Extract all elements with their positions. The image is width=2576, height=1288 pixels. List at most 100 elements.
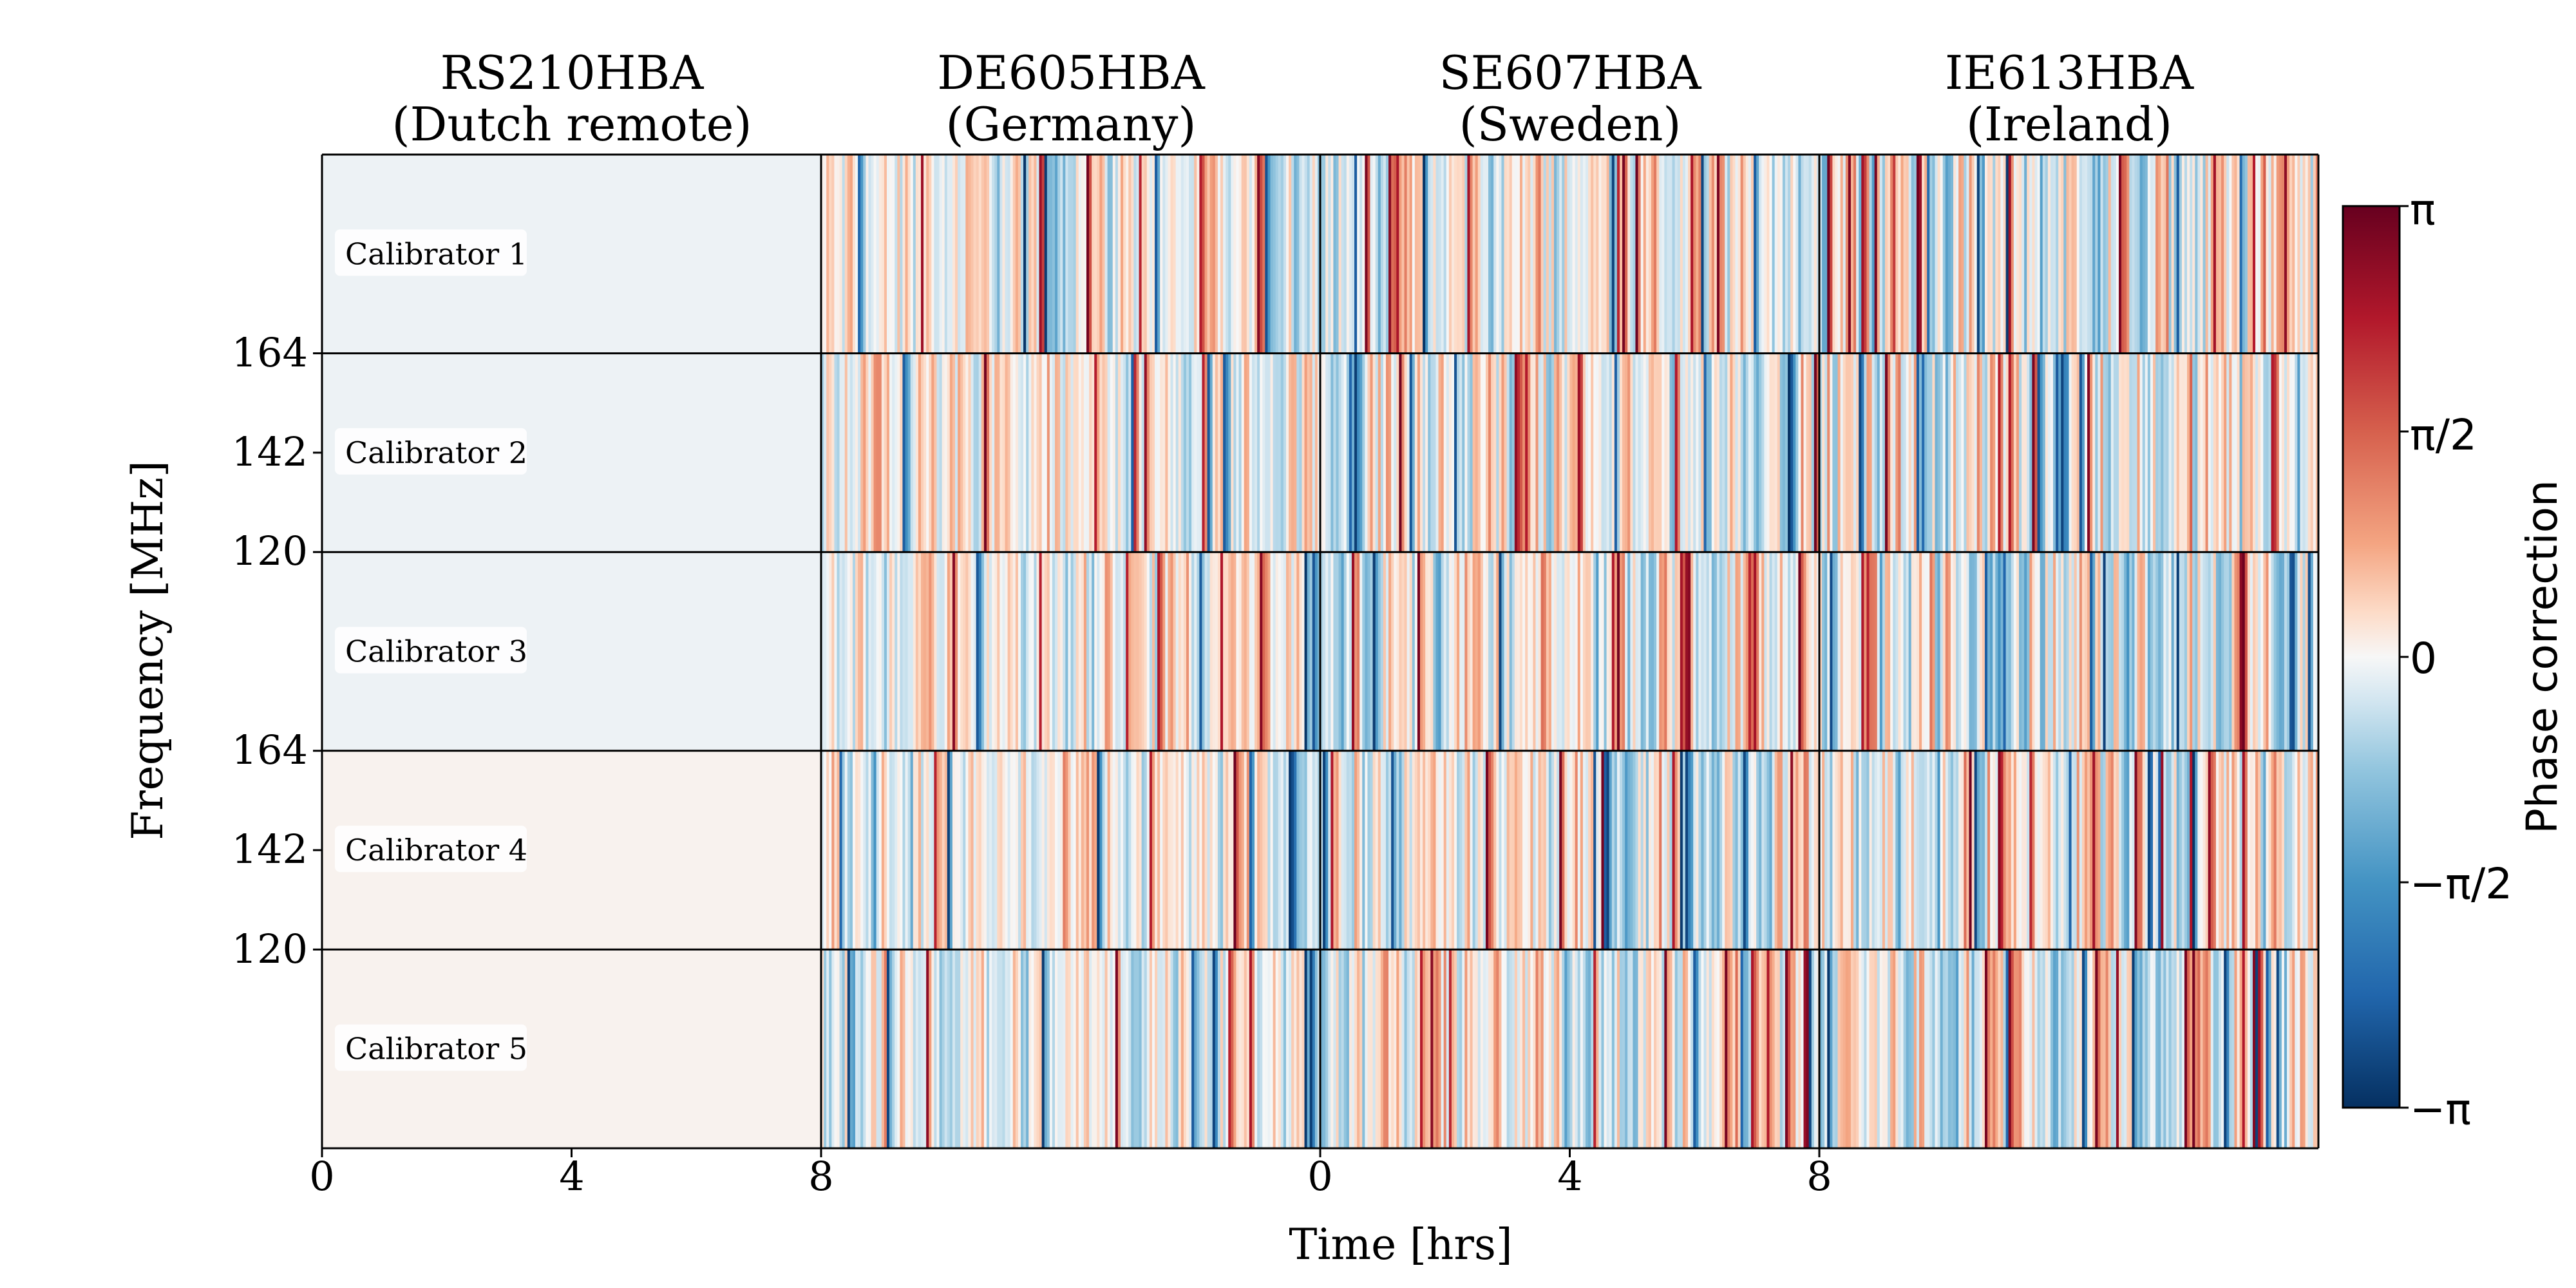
phase-stripe <box>1438 353 1442 553</box>
phase-stripe <box>1496 949 1499 1148</box>
phase-stripe <box>1457 552 1460 751</box>
phase-stripe <box>2000 155 2004 354</box>
phase-stripe <box>986 949 990 1148</box>
phase-stripe <box>1645 949 1649 1148</box>
phase-stripe <box>2179 949 2183 1148</box>
phase-stripe <box>1226 949 1229 1148</box>
phase-stripe <box>1680 949 1683 1148</box>
phase-stripe <box>1057 353 1061 553</box>
phase-stripe <box>1958 949 1962 1148</box>
phase-stripe <box>829 353 832 553</box>
phase-stripe <box>952 750 956 950</box>
phase-stripe <box>2315 949 2319 1148</box>
phase-stripe <box>1139 750 1142 950</box>
colorbar-tick-zero: 0 <box>2410 634 2437 683</box>
phase-stripe <box>824 552 827 751</box>
phase-stripe <box>1993 552 1996 751</box>
phase-stripe <box>1285 750 1289 950</box>
phase-stripe <box>918 353 922 553</box>
phase-stripe <box>1412 552 1416 751</box>
phase-stripe <box>1950 949 1954 1148</box>
phase-stripe <box>1853 750 1857 950</box>
phase-stripe <box>2244 750 2248 950</box>
phase-stripe <box>1662 155 1665 354</box>
phase-stripe <box>1414 750 1418 950</box>
phase-stripe <box>1903 353 1907 553</box>
phase-stripe <box>2300 750 2304 950</box>
phase-stripe <box>2153 949 2156 1148</box>
phase-stripe <box>1406 155 1410 354</box>
phase-stripe <box>2019 552 2022 751</box>
phase-stripe <box>1026 155 1029 354</box>
phase-stripe <box>2047 750 2051 950</box>
phase-stripe <box>971 353 974 553</box>
phase-stripe <box>1007 949 1011 1148</box>
phase-stripe <box>2019 155 2022 354</box>
phase-stripe <box>1260 353 1263 553</box>
phase-stripe <box>2027 552 2030 751</box>
phase-stripe <box>1133 750 1137 950</box>
phase-stripe <box>1772 353 1776 553</box>
phase-stripe <box>1002 552 1006 751</box>
phase-stripe <box>1215 155 1218 354</box>
phase-stripe <box>1331 750 1334 950</box>
phase-stripe <box>1645 155 1649 354</box>
phase-stripe <box>1969 750 1973 950</box>
phase-stripe <box>1231 949 1234 1148</box>
phase-stripe <box>1438 949 1442 1148</box>
phase-stripe <box>1953 155 1956 354</box>
phase-stripe <box>1173 155 1177 354</box>
phase-stripe <box>1044 750 1048 950</box>
panel-cal5-de605hba <box>821 949 1321 1148</box>
phase-stripe <box>1357 750 1360 950</box>
phase-stripe <box>2145 353 2148 553</box>
phase-stripe <box>1034 353 1037 553</box>
phase-stripe <box>968 552 972 751</box>
phase-stripe <box>1244 353 1247 553</box>
phase-stripe <box>1412 750 1416 950</box>
phase-stripe <box>2121 353 2125 553</box>
phase-stripe <box>1309 552 1313 751</box>
phase-stripe <box>1375 552 1379 751</box>
phase-stripe <box>1627 750 1631 950</box>
phase-stripe <box>1396 750 1399 950</box>
phase-stripe <box>1086 552 1090 751</box>
phase-stripe <box>1509 552 1513 751</box>
phase-stripe <box>1900 155 1904 354</box>
phase-stripe <box>2045 552 2049 751</box>
phase-stripe <box>2161 155 2164 354</box>
phase-stripe <box>1924 750 1927 950</box>
phase-stripe <box>2302 155 2306 354</box>
phase-stripe <box>1969 155 1973 354</box>
phase-stripe <box>2260 750 2264 950</box>
phase-stripe <box>1916 353 1920 553</box>
phase-stripe <box>1856 552 1859 751</box>
phase-stripe <box>2260 155 2264 354</box>
phase-stripe <box>1246 155 1250 354</box>
y-axis-label: Frequency [MHz] <box>123 460 173 840</box>
phase-stripe <box>1151 949 1155 1148</box>
phase-stripe <box>942 353 945 553</box>
phase-stripe <box>1092 353 1095 553</box>
phase-stripe <box>1591 353 1594 553</box>
phase-stripe <box>1961 949 1964 1148</box>
phase-stripe <box>2249 750 2253 950</box>
phase-stripe <box>1604 353 1607 553</box>
phase-stripe <box>1265 949 1269 1148</box>
phase-stripe <box>1984 353 1988 553</box>
phase-stripe <box>994 949 998 1148</box>
phase-stripe <box>852 353 856 553</box>
phase-stripe <box>1409 552 1413 751</box>
phase-stripe <box>1788 750 1791 950</box>
phase-stripe <box>2181 552 2185 751</box>
phase-stripe <box>876 353 880 553</box>
phase-stripe <box>1662 552 1665 751</box>
phase-stripe <box>1945 949 1949 1148</box>
phase-stripe <box>1354 155 1358 354</box>
phase-stripe <box>2142 353 2146 553</box>
phase-stripe <box>1299 155 1303 354</box>
phase-stripe <box>1682 155 1686 354</box>
phase-stripe <box>1557 353 1560 553</box>
phase-stripe <box>944 353 948 553</box>
panel-cal4-de605hba <box>821 750 1321 950</box>
